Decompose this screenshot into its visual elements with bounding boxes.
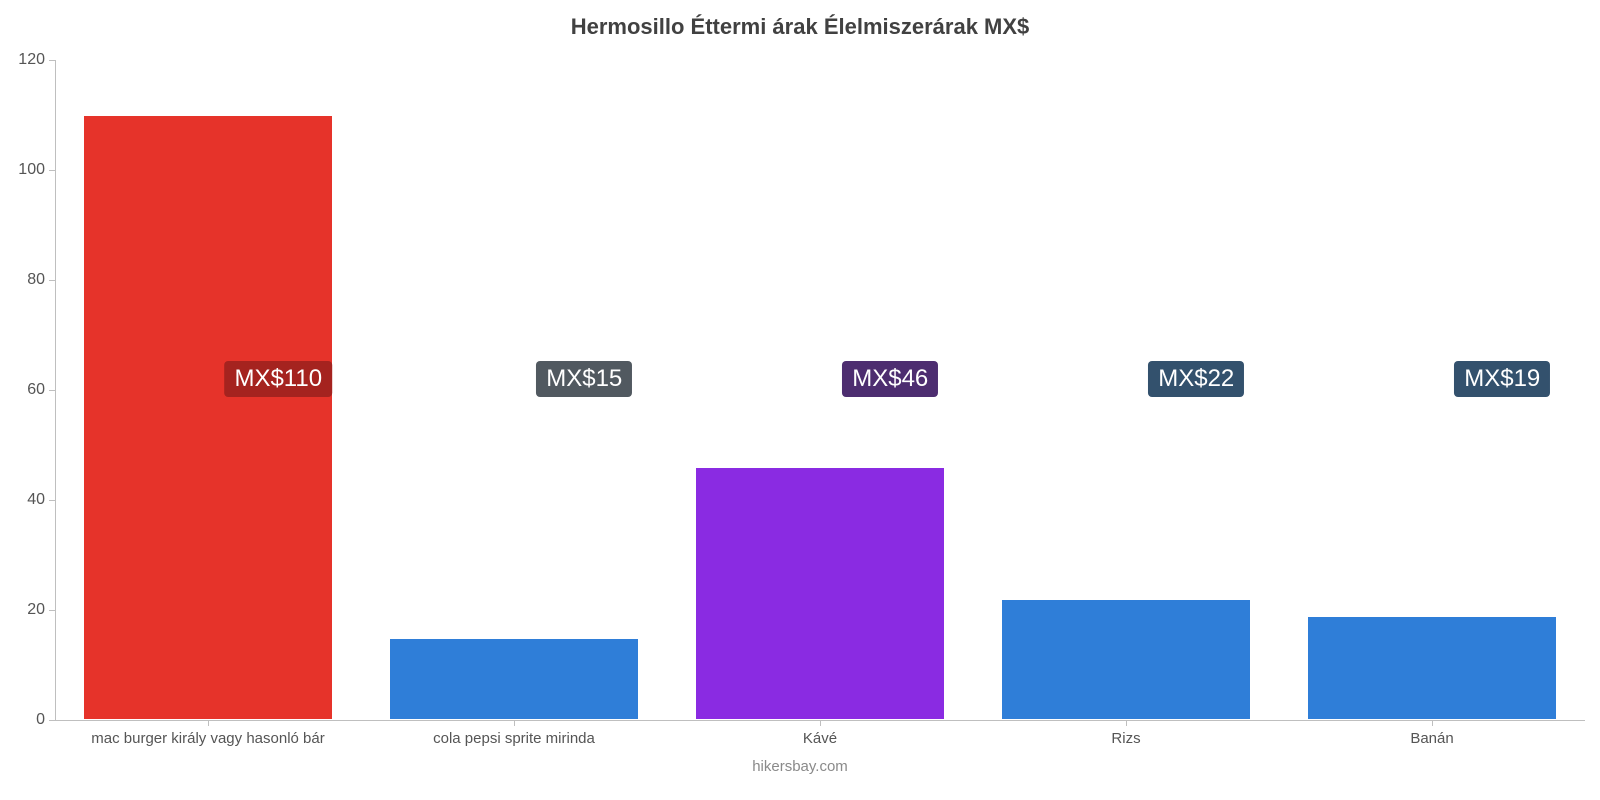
x-tick-mark bbox=[820, 720, 821, 726]
bar-value-label: MX$15 bbox=[536, 361, 632, 397]
y-tick-label: 100 bbox=[5, 161, 45, 179]
bar-value-label: MX$110 bbox=[224, 361, 332, 397]
bar-value-label: MX$46 bbox=[842, 361, 938, 397]
x-tick-mark bbox=[1432, 720, 1433, 726]
y-tick-label: 40 bbox=[5, 491, 45, 509]
y-tick-label: 0 bbox=[5, 711, 45, 729]
bar bbox=[1307, 616, 1558, 721]
y-tick-mark bbox=[49, 60, 55, 61]
bar bbox=[695, 467, 946, 720]
bar bbox=[83, 115, 334, 720]
x-tick-mark bbox=[514, 720, 515, 726]
chart-footer: hikersbay.com bbox=[0, 758, 1600, 775]
y-tick-mark bbox=[49, 390, 55, 391]
plot-area: MX$110 MX$15 MX$46 MX$22 MX$19 bbox=[55, 60, 1585, 720]
bar-value-label: MX$22 bbox=[1148, 361, 1244, 397]
y-tick-mark bbox=[49, 500, 55, 501]
x-tick-mark bbox=[1126, 720, 1127, 726]
bar-value-label: MX$19 bbox=[1454, 361, 1550, 397]
y-tick-mark bbox=[49, 610, 55, 611]
y-tick-label: 60 bbox=[5, 381, 45, 399]
chart-title: Hermosillo Éttermi árak Élelmiszerárak M… bbox=[0, 14, 1600, 40]
y-tick-label: 80 bbox=[5, 271, 45, 289]
bar-chart: Hermosillo Éttermi árak Élelmiszerárak M… bbox=[0, 0, 1600, 800]
y-tick-mark bbox=[49, 720, 55, 721]
y-tick-label: 120 bbox=[5, 51, 45, 69]
x-tick-label: Banán bbox=[1279, 730, 1585, 747]
bar bbox=[1001, 599, 1252, 720]
y-tick-mark bbox=[49, 280, 55, 281]
x-tick-label: Rizs bbox=[973, 730, 1279, 747]
x-tick-label: Kávé bbox=[667, 730, 973, 747]
y-tick-label: 20 bbox=[5, 601, 45, 619]
x-tick-mark bbox=[208, 720, 209, 726]
x-tick-label: cola pepsi sprite mirinda bbox=[361, 730, 667, 747]
y-axis-line bbox=[55, 60, 56, 720]
y-tick-mark bbox=[49, 170, 55, 171]
x-tick-label: mac burger király vagy hasonló bár bbox=[55, 730, 361, 747]
bar bbox=[389, 638, 640, 721]
